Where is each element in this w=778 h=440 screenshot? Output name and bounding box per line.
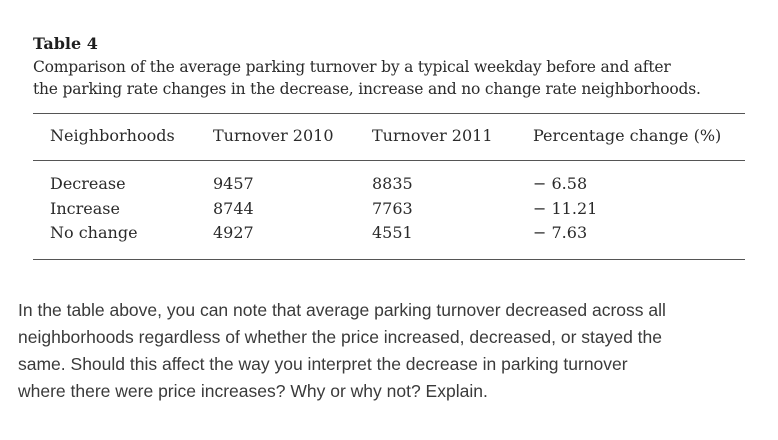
question-line: In the table above, you can note that av… (18, 300, 666, 320)
table-row: No change 4927 4551 − 7.63 (33, 223, 745, 247)
table-caption: Comparison of the average parking turnov… (33, 56, 745, 100)
table-block: Table 4 Comparison of the average parkin… (33, 34, 745, 260)
table-body: Decrease 9457 8835 − 6.58 Increase 8744 … (33, 161, 745, 259)
column-header-percentage-change: Percentage change (%) (533, 126, 722, 145)
table-cell: − 11.21 (533, 199, 598, 218)
table-cell: − 6.58 (533, 174, 588, 193)
question-line: neighborhoods regardless of whether the … (18, 327, 663, 347)
table-header-rule (33, 160, 745, 161)
table-cell: 8744 (213, 199, 254, 218)
table-cell: 4927 (213, 223, 254, 242)
table-bottom-rule (33, 259, 745, 260)
table-cell: − 7.63 (533, 223, 588, 242)
question-text: In the table above, you can note that av… (18, 297, 768, 405)
column-header-turnover-2010: Turnover 2010 (213, 126, 334, 145)
caption-line: the parking rate changes in the decrease… (33, 80, 701, 98)
table-cell: No change (50, 223, 138, 242)
column-header-neighborhoods: Neighborhoods (50, 126, 175, 145)
table-cell: Decrease (50, 174, 126, 193)
table-cell: Increase (50, 199, 120, 218)
question-line: where there were price increases? Why or… (18, 381, 488, 401)
table-header-row: Neighborhoods Turnover 2010 Turnover 201… (33, 114, 745, 160)
table-label: Table 4 (33, 34, 98, 53)
caption-line: Comparison of the average parking turnov… (33, 58, 671, 76)
column-header-turnover-2011: Turnover 2011 (372, 126, 493, 145)
table-row: Decrease 9457 8835 − 6.58 (33, 174, 745, 198)
table-row: Increase 8744 7763 − 11.21 (33, 199, 745, 223)
table-cell: 7763 (372, 199, 413, 218)
table-cell: 8835 (372, 174, 413, 193)
table-cell: 4551 (372, 223, 413, 242)
table-top-rule (33, 113, 745, 114)
question-line: same. Should this affect the way you int… (18, 354, 628, 374)
table-cell: 9457 (213, 174, 254, 193)
